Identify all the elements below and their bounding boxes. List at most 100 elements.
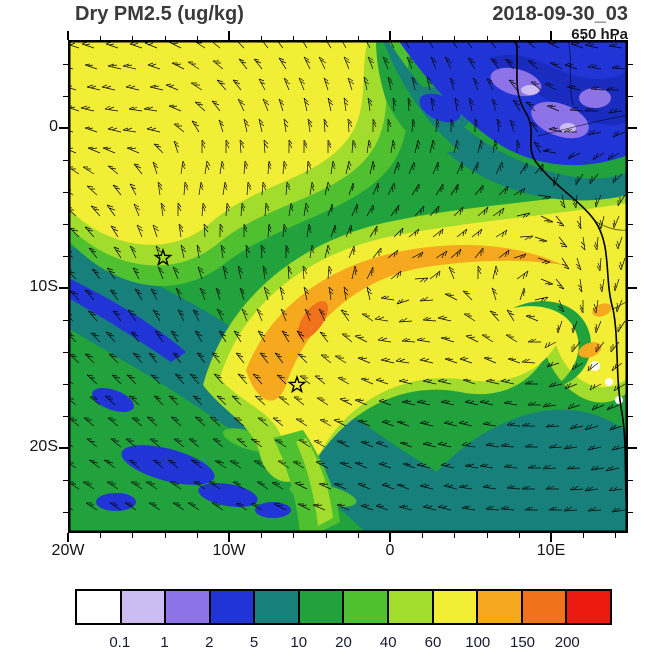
axis-tick [165, 533, 166, 538]
axis-tick [628, 192, 633, 193]
y-tick-label: 0 [49, 118, 58, 135]
axis-tick [63, 64, 68, 65]
map-plot [68, 40, 628, 533]
axis-tick [261, 36, 262, 41]
axis-tick [628, 160, 633, 161]
coastline-layer [515, 40, 628, 532]
colorbar-cell [121, 591, 167, 623]
star-marker [287, 374, 307, 394]
axis-tick [422, 36, 423, 41]
country-border [537, 114, 628, 137]
axis-tick [63, 224, 68, 225]
axis-tick [628, 352, 633, 353]
axis-tick [63, 256, 68, 257]
axis-tick [63, 480, 68, 481]
axis-tick [293, 36, 294, 41]
axis-tick [59, 287, 68, 289]
axis-tick [389, 31, 391, 40]
contour-field [68, 40, 628, 533]
colorbar-cell [255, 591, 300, 623]
axis-tick [628, 287, 637, 289]
axis-tick [59, 447, 68, 449]
colorbar-tick-label: 40 [379, 634, 397, 651]
colorbar-cell [299, 591, 345, 623]
pressure-level: 650 hPa [571, 26, 628, 43]
axis-tick [389, 533, 391, 542]
y-tick-label: 20S [29, 438, 58, 455]
colorbar-cell [77, 591, 122, 623]
axis-tick [132, 36, 133, 41]
axis-tick [63, 160, 68, 161]
axis-tick [628, 384, 633, 385]
axis-tick [628, 512, 633, 513]
colorbar-cell [344, 591, 390, 623]
axis-tick [67, 31, 69, 40]
axis-tick [67, 533, 69, 542]
colorbar-cell [210, 591, 256, 623]
colorbar-tick-label: 20 [335, 634, 352, 651]
map-canvas [68, 40, 628, 533]
axis-tick [519, 533, 520, 538]
axis-tick [63, 96, 68, 97]
colorbar-tick-label: 5 [249, 634, 259, 651]
axis-tick [63, 352, 68, 353]
axis-tick [615, 36, 616, 41]
country-border [567, 40, 574, 106]
axis-tick [63, 192, 68, 193]
colorbar-tick-label: 0.1 [109, 634, 131, 651]
colorbar-cell [389, 591, 434, 623]
colorbar-tick-label: 100 [465, 634, 491, 651]
axis-tick [454, 36, 455, 41]
axis-tick [228, 533, 230, 542]
axis-tick [628, 320, 633, 321]
axis-tick [628, 64, 633, 65]
colorbar-tick-label: 2 [205, 634, 214, 651]
axis-tick [63, 512, 68, 513]
axis-tick [165, 36, 166, 41]
wind-barbs [68, 40, 626, 513]
chart-title: Dry PM2.5 (ug/kg) [75, 3, 244, 25]
axis-tick [583, 36, 584, 41]
colorbar-tick-label: 1 [160, 634, 169, 651]
star-markers-layer [153, 247, 307, 394]
axis-tick [615, 533, 616, 538]
colorbar-cell [166, 591, 211, 623]
x-tick-label: 10W [212, 542, 246, 559]
axis-tick [422, 533, 423, 538]
colorbar-tick-label: 200 [554, 634, 580, 651]
valid-datetime: 2018-09-30_03 [492, 3, 628, 25]
axis-tick [132, 533, 133, 538]
coastline-path [515, 40, 628, 532]
axis-tick [628, 256, 633, 257]
axis-tick [228, 31, 230, 40]
map-frame [68, 40, 628, 533]
x-tick-label: 10E [536, 542, 566, 559]
axis-tick [519, 36, 520, 41]
axis-tick [550, 533, 552, 542]
axis-tick [100, 36, 101, 41]
axis-tick [293, 533, 294, 538]
x-tick-label: 0 [385, 542, 395, 559]
axis-tick [628, 480, 633, 481]
axis-tick [100, 533, 101, 538]
axis-tick [487, 533, 488, 538]
axis-tick [628, 127, 637, 129]
colorbar-cell [522, 591, 568, 623]
colorbar-cell [433, 591, 479, 623]
axis-tick [358, 533, 359, 538]
y-tick-label: 10S [29, 278, 58, 295]
axis-tick [326, 533, 327, 538]
wind-barbs-layer [68, 40, 626, 513]
axis-tick [487, 36, 488, 41]
axis-tick [628, 447, 637, 449]
colorbar-cell [567, 591, 610, 623]
axis-tick [197, 533, 198, 538]
axis-tick [628, 224, 633, 225]
star-marker [153, 247, 173, 267]
axis-tick [358, 36, 359, 41]
colorbar [75, 589, 612, 625]
axis-tick [454, 533, 455, 538]
axis-tick [628, 96, 633, 97]
axis-tick [550, 31, 552, 40]
